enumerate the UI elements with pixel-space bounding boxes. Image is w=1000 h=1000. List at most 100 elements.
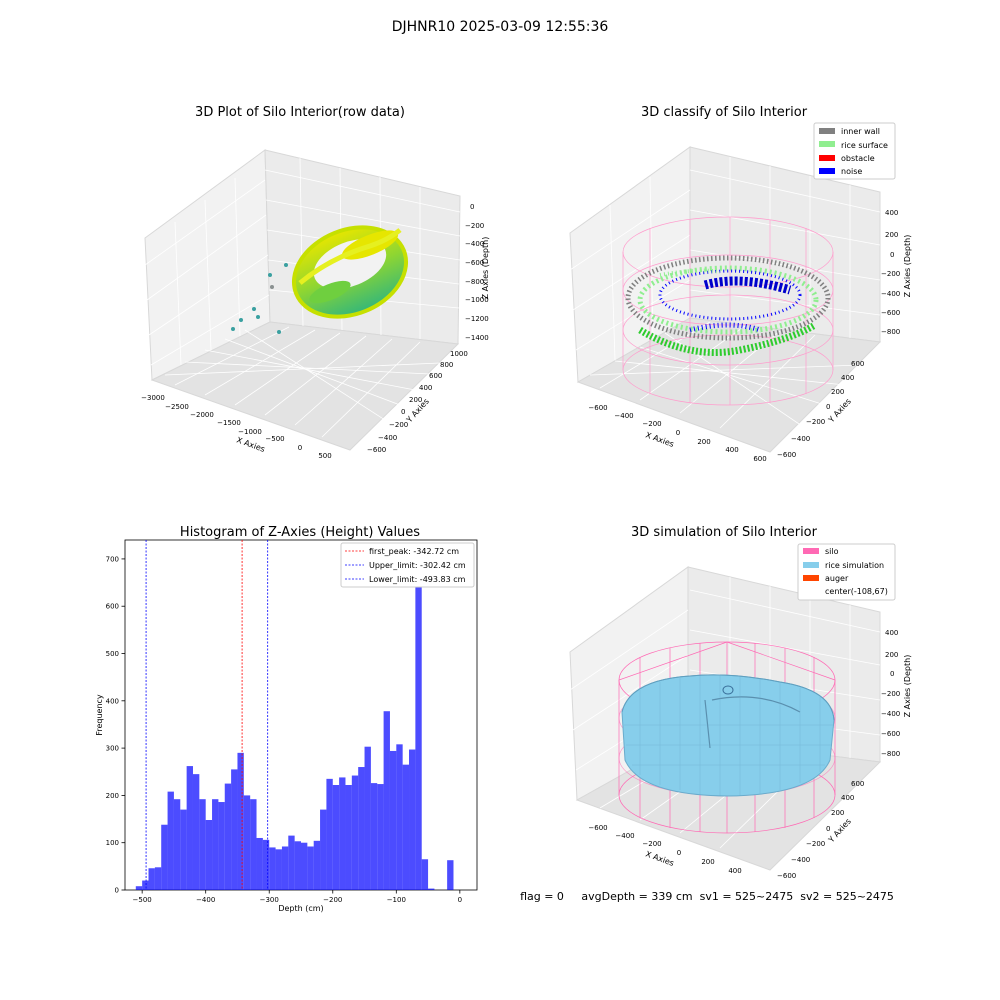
histogram-bar [173,799,181,890]
histogram-x-tick-label: −400 [196,896,215,904]
histogram-bar [154,867,162,890]
histogram-bar [402,764,410,890]
classify-xtick-label: 600 [753,455,766,463]
histogram-bar [161,824,168,890]
histogram-bar [396,744,403,890]
raw-xtick-label: −2000 [190,411,214,419]
simulation-xtick-label: 0 [677,849,681,857]
raw-ztick-label: −600 [465,259,484,267]
histogram-bar [135,886,143,890]
classify-xaxis-label: X Axies [644,430,675,449]
legend-label-inner-wall: inner wall [841,127,880,136]
histogram-bar [313,840,321,890]
simulation-ytick-label: 0 [826,825,830,833]
legend-label-center: center(-108,67) [825,587,888,596]
raw-ytick-label: 0 [401,408,405,416]
histogram-y-tick-label: 0 [115,887,119,895]
legend-label-first-peak: first_peak: -342.72 cm [369,547,459,556]
classify-ztick-label: 0 [890,251,894,259]
simulation-ytick-label: 600 [851,780,864,788]
raw-xtick-label: −1500 [217,419,241,427]
raw-ztick-label: −800 [465,278,484,286]
legend-label-noise: noise [841,167,862,176]
simulation-ztick-label: −200 [881,690,900,698]
figure-suptitle: DJHNR10 2025-03-09 12:55:36 [392,19,609,35]
legend-label-rice-simulation: rice simulation [825,561,884,570]
legend-swatch-silo [803,548,819,554]
histogram-bar [383,711,390,890]
simulation-ztick-label: −400 [881,710,900,718]
legend-swatch-rice-surface [819,141,835,147]
raw-ztick-label: −1000 [465,296,489,304]
histogram-bar [212,799,219,890]
histogram-bar [256,837,263,890]
simulation-ztick-label: −800 [881,750,900,758]
histogram-x-tick-label: −200 [323,896,342,904]
raw-xaxis-label: X Axies [235,435,266,454]
classify-ytick-label: 0 [826,403,830,411]
histogram-legend-box [340,542,475,588]
classify-ztick-label: −400 [881,290,900,298]
histogram-bar [326,778,333,890]
histogram-bar [250,799,257,890]
panel-simulation-title: 3D simulation of Silo Interior [631,525,818,540]
histogram-legend: first_peak: -342.72 cm Upper_limit: -302… [340,542,475,588]
classify-zaxis-label: Z Axies (Depth) [903,235,912,298]
histogram-bar [262,839,270,890]
legend-label-lower-limit: Lower_limit: -493.83 cm [369,575,466,584]
simulation-ytick-label: −400 [791,856,810,864]
classify-ztick-label: 400 [885,209,898,217]
histogram-bar [237,752,244,890]
simulation-ytick-label: 200 [831,809,844,817]
simulation-ztick-label: 400 [885,629,898,637]
classify-legend: inner wall rice surface obstacle noise [813,122,896,180]
histogram-bar [370,783,378,890]
raw-ztick-label: −200 [465,222,484,230]
simulation-xtick-label: −600 [588,824,607,832]
histogram-bar [243,795,251,890]
panel-classify-title: 3D classify of Silo Interior [641,105,808,120]
raw-xtick-label: 500 [318,452,331,460]
histogram-bar [332,785,340,890]
classify-silo-wireframe [622,216,834,406]
simulation-ztick-label: −600 [881,730,900,738]
histogram-yaxis-label: Frequency [95,694,104,736]
panel-raw-title: 3D Plot of Silo Interior(row data) [195,105,405,120]
classify-xtick-label: 0 [676,429,680,437]
histogram-bar [294,841,301,890]
simulation-legend-box [797,543,896,601]
histogram-y-tick-label: 300 [106,745,119,753]
histogram-bar [301,842,308,890]
legend-swatch-obstacle [819,155,835,161]
histogram-bar [180,809,187,890]
histogram-x-tick-label: −500 [133,896,152,904]
classify-xtick-label: −600 [588,404,607,412]
legend-swatch-rice-simulation [803,562,819,568]
histogram-x-tick-label: −300 [260,896,279,904]
histogram-y-ticks: 0 100 200 300 400 500 600 700 [106,555,125,895]
raw-zaxis-label: Z Axies (Depth) [481,237,490,300]
histogram-bar [186,766,193,890]
raw-ztick-label: −400 [465,240,484,248]
histogram-bar [224,783,232,890]
histogram-bar [447,860,454,890]
classify-ztick-label: −200 [881,270,900,278]
raw-xtick-label: −3000 [141,394,165,402]
histogram-y-tick-label: 400 [106,697,119,705]
panel-histogram: Histogram of Z-Axies (Height) Values −50… [95,525,478,913]
legend-label-auger: auger [825,574,849,583]
raw-point-cloud [231,225,409,334]
histogram-bars [135,558,454,890]
histogram-y-tick-label: 600 [106,603,119,611]
raw-ztick-label: −1200 [465,315,489,323]
histogram-reference-lines [145,540,269,890]
raw-ytick-label: 1000 [450,350,468,358]
simulation-legend: silo rice simulation auger center(-108,6… [797,543,896,601]
legend-label-upper-limit: Upper_limit: -302.42 cm [369,561,466,570]
histogram-bar [307,846,314,890]
histogram-bar [409,749,416,890]
raw-ztick-label: −1400 [465,334,489,342]
histogram-bar [205,820,213,890]
raw-ytick-label: −200 [389,421,408,429]
